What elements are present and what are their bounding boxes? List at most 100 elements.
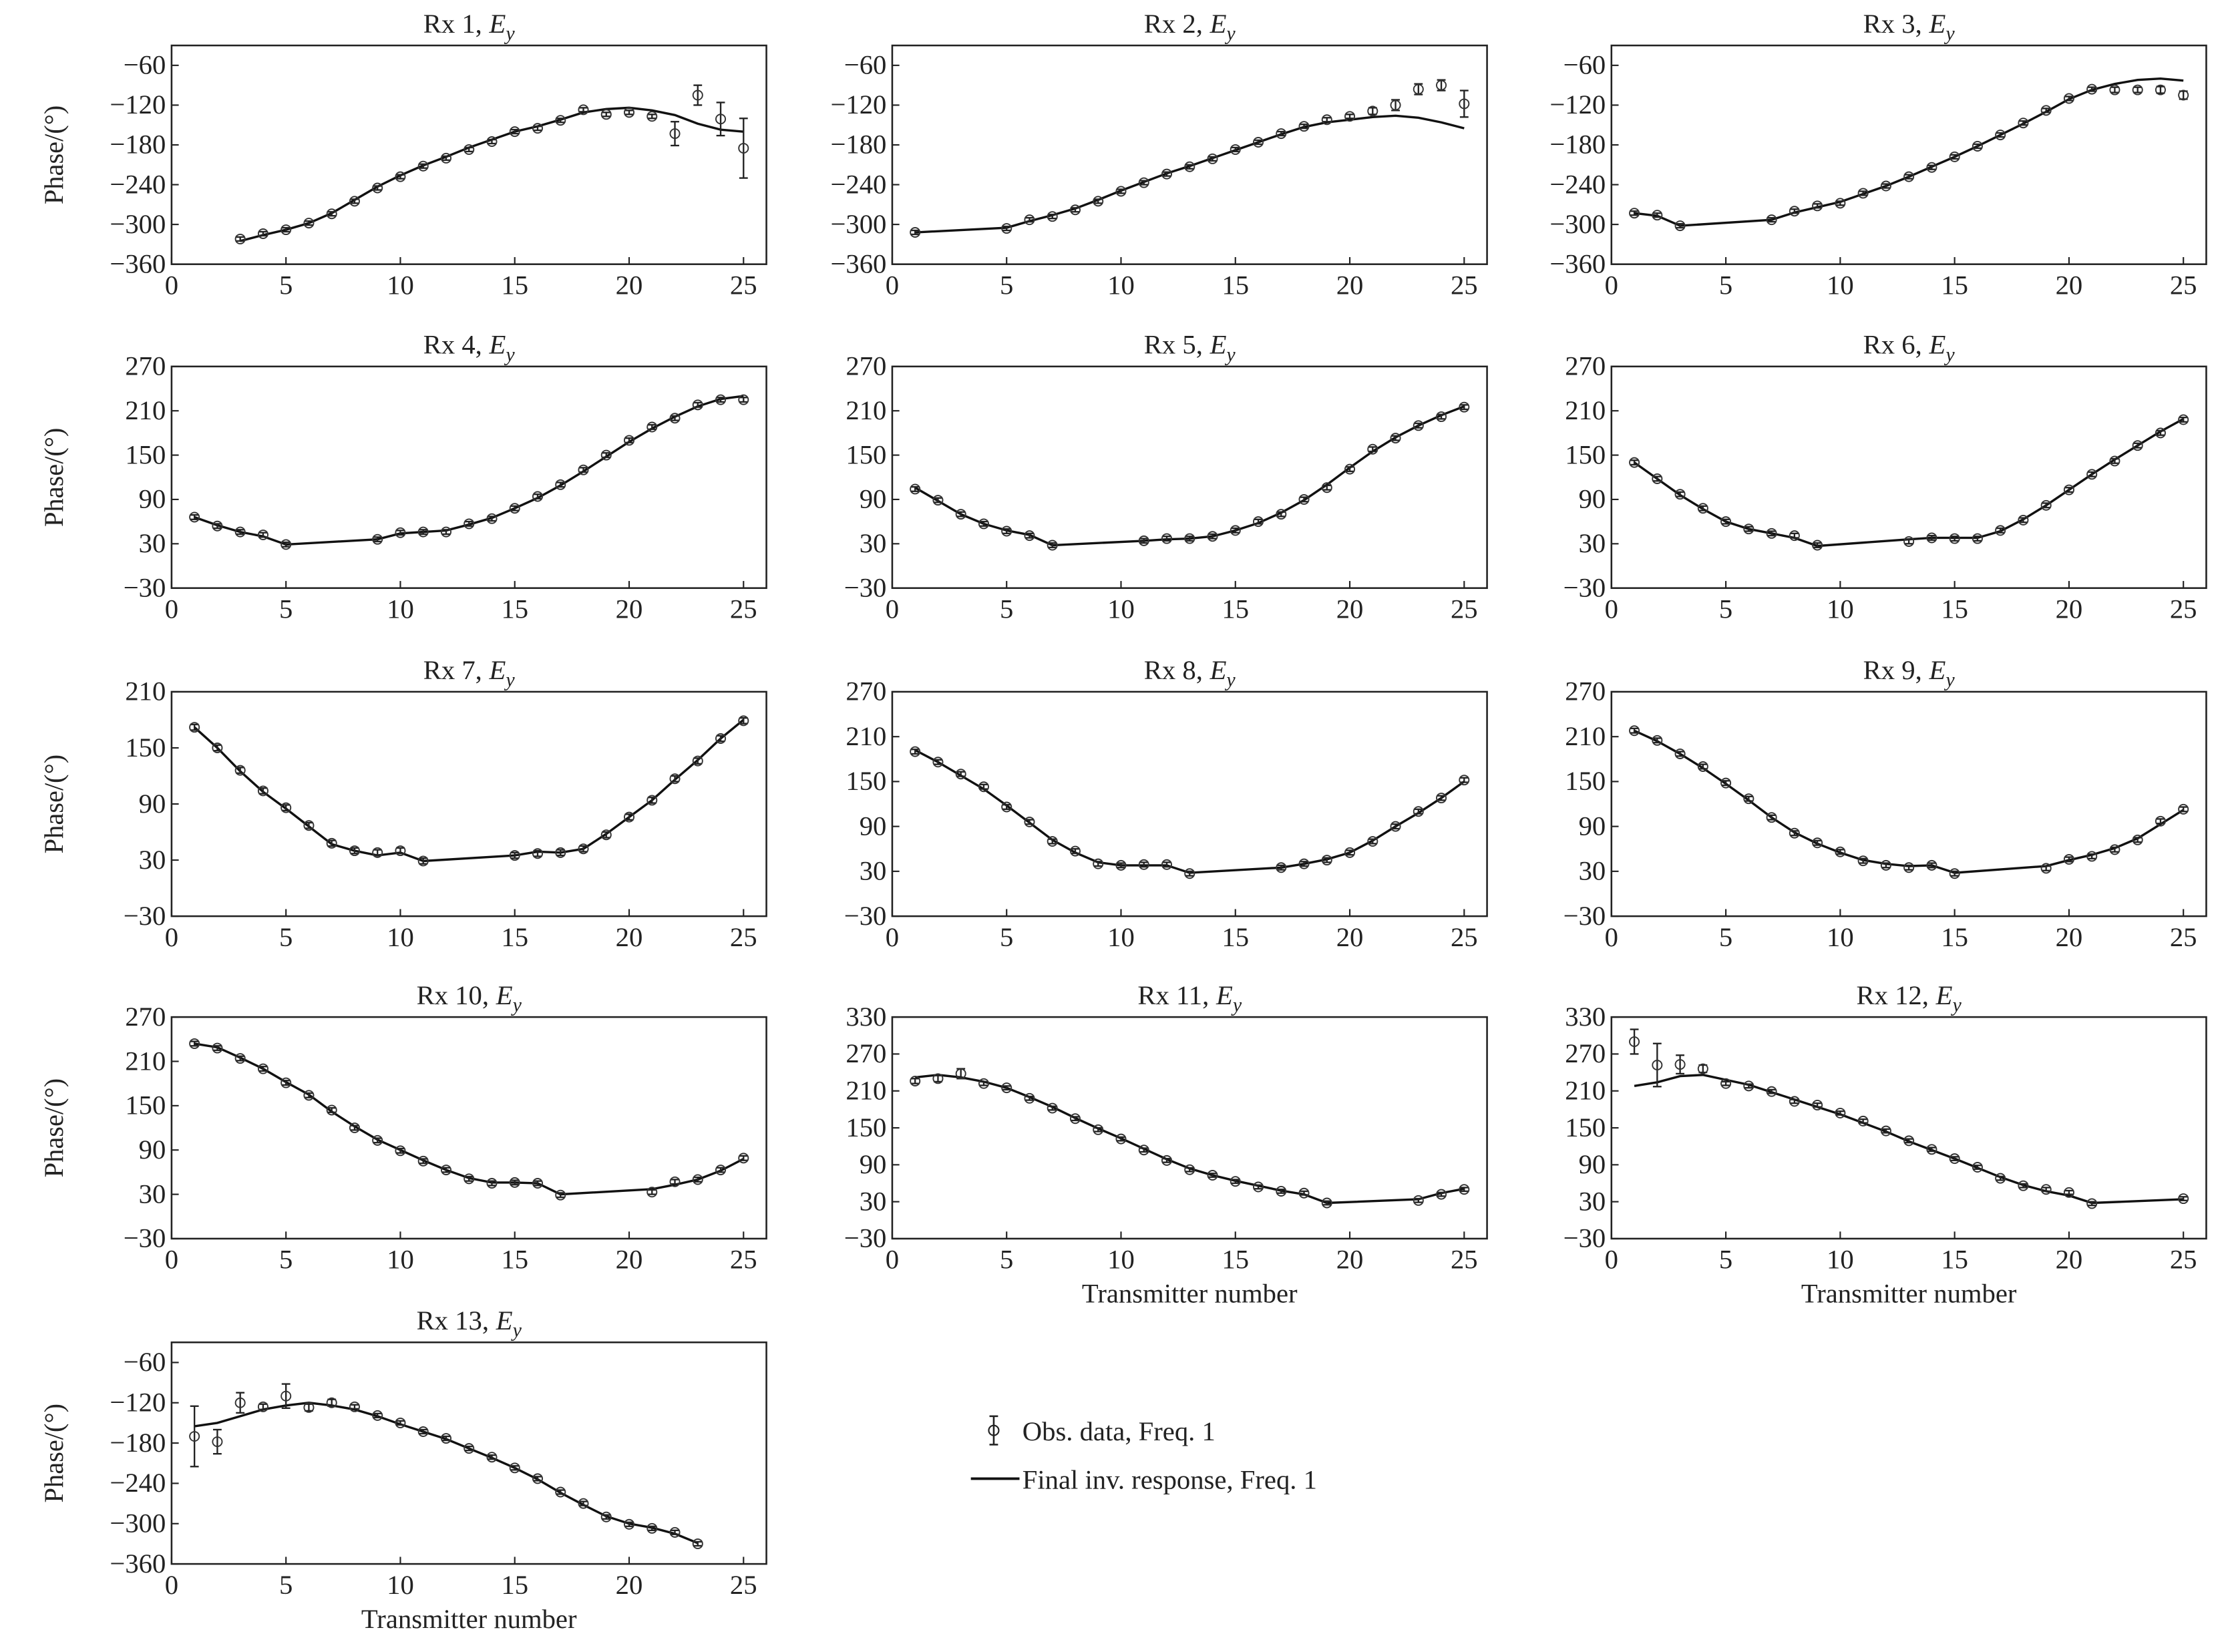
model-line bbox=[915, 1074, 1465, 1205]
obs-point bbox=[1995, 1173, 2006, 1184]
obs-point bbox=[1298, 493, 1310, 505]
obs-point bbox=[1138, 535, 1149, 546]
obs-point bbox=[1720, 1078, 1732, 1089]
title-symbol: E bbox=[1210, 9, 1227, 39]
obs-point bbox=[1276, 1186, 1287, 1197]
x-axis-label: Transmitter number bbox=[1801, 1279, 2017, 1309]
obs-point bbox=[1857, 1115, 1869, 1126]
obs-point bbox=[646, 795, 658, 806]
obs-point bbox=[1459, 401, 1470, 413]
obs-point bbox=[1298, 858, 1310, 869]
legend-label: Final inv. response, Freq. 1 bbox=[1023, 1464, 1317, 1494]
x-tick-label: 20 bbox=[2056, 1245, 2083, 1275]
y-tick-label: 30 bbox=[1579, 856, 1606, 886]
x-tick-label: 20 bbox=[1336, 922, 1364, 952]
model-line bbox=[194, 718, 745, 863]
obs-point bbox=[1344, 847, 1356, 858]
obs-point bbox=[1766, 214, 1777, 226]
x-tick-label: 20 bbox=[1336, 1245, 1364, 1275]
panel: Rx 9, Ey 0 5 10 15 20 25 −30 30 90 150 210 270 bbox=[1563, 655, 2207, 952]
y-tick-label: −30 bbox=[1563, 573, 1606, 603]
obs-point bbox=[1629, 1036, 1640, 1047]
obs-point bbox=[600, 449, 612, 461]
x-tick-label: 0 bbox=[165, 1570, 178, 1600]
obs-point bbox=[1789, 1096, 1800, 1107]
y-tick-label: −240 bbox=[110, 1468, 166, 1498]
x-tick-label: 0 bbox=[165, 270, 178, 300]
y-tick-label: −300 bbox=[110, 209, 166, 239]
obs-point bbox=[303, 218, 315, 229]
obs-point bbox=[1674, 748, 1686, 759]
y-tick-label: −30 bbox=[124, 573, 166, 603]
panel: Rx 11, Ey 0 5 10 15 20 25 −30 30 90 150 210 270 330 Tra… bbox=[844, 980, 1488, 1309]
obs-point bbox=[189, 722, 200, 733]
y-tick-label: 150 bbox=[846, 1112, 886, 1143]
obs-point bbox=[234, 233, 246, 244]
x-tick-label: 10 bbox=[387, 594, 414, 624]
x-tick-label: 10 bbox=[1827, 1245, 1854, 1275]
title-text: Rx 6, bbox=[1863, 330, 1922, 360]
obs-point bbox=[417, 160, 429, 172]
obs-point bbox=[692, 1174, 703, 1185]
obs-point bbox=[692, 1538, 703, 1549]
plot-frame bbox=[170, 365, 767, 589]
y-tick-label: 150 bbox=[125, 439, 166, 469]
plot-frame bbox=[1610, 1016, 2207, 1240]
y-tick-label: −60 bbox=[1563, 50, 1606, 80]
obs-point bbox=[646, 1522, 658, 1534]
obs-point bbox=[1344, 463, 1356, 475]
x-tick-label: 15 bbox=[501, 922, 528, 952]
obs-point bbox=[1230, 1176, 1241, 1187]
y-tick-label: −30 bbox=[844, 573, 887, 603]
obs-point bbox=[1926, 532, 1937, 544]
obs-point bbox=[349, 845, 360, 857]
y-tick-label: 90 bbox=[860, 484, 887, 514]
x-tick-label: 25 bbox=[1451, 1245, 1478, 1275]
obs-point bbox=[1674, 1059, 1686, 1070]
plot-frame bbox=[170, 690, 767, 917]
x-tick-label: 0 bbox=[886, 1245, 899, 1275]
obs-point bbox=[1835, 846, 1846, 857]
title-subscript: y bbox=[1943, 343, 1955, 365]
obs-point bbox=[1367, 443, 1378, 455]
plot-frame bbox=[891, 1016, 1488, 1240]
obs-point bbox=[2109, 844, 2120, 855]
chart-title: Rx 9, Ey bbox=[1863, 655, 1956, 690]
plot-frame bbox=[170, 44, 767, 265]
obs-point bbox=[1652, 473, 1663, 484]
panel: Rx 4, Ey 0 5 10 15 20 25 −30 30 90 150 210 270 Phase/(… bbox=[39, 330, 767, 624]
panel: Rx 12, Ey 0 5 10 15 20 25 −30 30 90 150 210 270 330 Tra… bbox=[1563, 980, 2207, 1309]
y-tick-label: 210 bbox=[1565, 721, 1606, 751]
obs-point bbox=[555, 479, 566, 490]
y-axis-label: Phase/(°) bbox=[39, 1078, 69, 1178]
obs-point bbox=[1390, 821, 1401, 832]
obs-point bbox=[486, 1452, 498, 1463]
obs-point bbox=[464, 1173, 475, 1185]
obs-point bbox=[623, 435, 635, 446]
obs-point bbox=[257, 1063, 268, 1074]
obs-point bbox=[189, 1431, 200, 1442]
x-tick-label: 10 bbox=[387, 922, 414, 952]
model-line bbox=[1634, 417, 2185, 548]
y-tick-label: 90 bbox=[139, 1134, 166, 1165]
obs-point bbox=[1766, 1086, 1777, 1097]
obs-point bbox=[1093, 196, 1104, 207]
obs-point bbox=[281, 1390, 292, 1402]
obs-point bbox=[2063, 484, 2074, 495]
y-tick-label: 270 bbox=[846, 1038, 886, 1068]
model-line bbox=[1634, 1074, 2184, 1205]
y-tick-label: −180 bbox=[110, 1428, 166, 1458]
obs-point bbox=[578, 464, 589, 475]
obs-point bbox=[372, 182, 383, 194]
x-tick-label: 15 bbox=[1222, 270, 1249, 300]
obs-point bbox=[1857, 855, 1869, 867]
chart-title: Rx 7, Ey bbox=[423, 655, 516, 690]
plot-frame bbox=[1610, 690, 2207, 917]
x-tick-label: 5 bbox=[1719, 594, 1732, 624]
obs-point bbox=[1926, 1144, 1937, 1155]
y-tick-label: 150 bbox=[1565, 766, 1606, 796]
y-tick-label: 90 bbox=[139, 789, 166, 819]
model-line bbox=[194, 1042, 745, 1196]
x-tick-label: 0 bbox=[886, 922, 899, 952]
obs-point bbox=[1995, 130, 2006, 141]
